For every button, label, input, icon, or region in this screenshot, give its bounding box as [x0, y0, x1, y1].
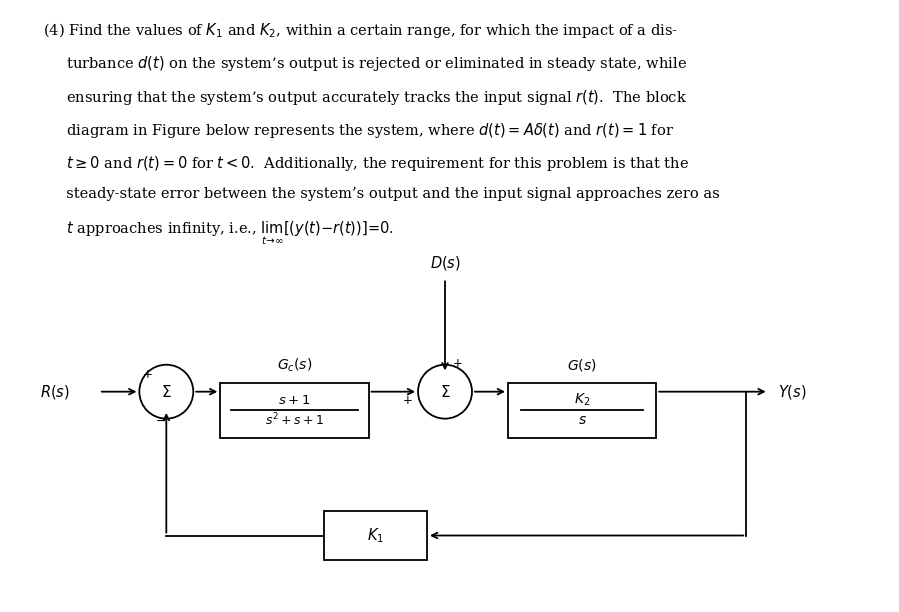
Text: $+$: $+$ — [451, 357, 462, 370]
Text: $s^2+s+1$: $s^2+s+1$ — [265, 412, 324, 429]
Text: $K_1$: $K_1$ — [367, 526, 384, 545]
Bar — [220, 382, 369, 438]
Text: $Y(s)$: $Y(s)$ — [778, 382, 806, 401]
Text: $+$: $+$ — [402, 394, 413, 408]
Text: $G(s)$: $G(s)$ — [567, 357, 597, 373]
Text: (4) Find the values of $K_1$ and $K_2$, within a certain range, for which the im: (4) Find the values of $K_1$ and $K_2$, … — [43, 21, 678, 40]
Text: $D(s)$: $D(s)$ — [430, 254, 460, 272]
Text: steady-state error between the system’s output and the input signal approaches z: steady-state error between the system’s … — [43, 187, 720, 201]
Text: $t$ approaches infinity, i.e., $\lim_{t\to\infty}[(y(t) - r(t))] = 0$.: $t$ approaches infinity, i.e., $\lim_{t\… — [43, 220, 394, 247]
Text: $s$: $s$ — [578, 413, 586, 427]
Text: $-$: $-$ — [156, 414, 166, 427]
Bar — [324, 511, 427, 560]
Text: $\Sigma$: $\Sigma$ — [440, 384, 450, 400]
Text: diagram in Figure below represents the system, where $d(t) = A\delta(t)$ and $r(: diagram in Figure below represents the s… — [43, 121, 674, 140]
Text: $+$: $+$ — [142, 368, 153, 381]
Text: ensuring that the system’s output accurately tracks the input signal $r(t)$.  Th: ensuring that the system’s output accura… — [43, 88, 687, 106]
Text: $t \geq 0$ and $r(t) = 0$ for $t < 0$.  Additionally, the requirement for this p: $t \geq 0$ and $r(t) = 0$ for $t < 0$. A… — [43, 154, 690, 173]
Text: $G_c(s)$: $G_c(s)$ — [277, 357, 312, 374]
Text: $\Sigma$: $\Sigma$ — [161, 384, 172, 400]
Text: $s+1$: $s+1$ — [278, 394, 311, 407]
Text: $K_2$: $K_2$ — [574, 392, 591, 408]
Bar — [508, 382, 656, 438]
Text: $R(s)$: $R(s)$ — [40, 382, 70, 401]
Text: turbance $d(t)$ on the system’s output is rejected or eliminated in steady state: turbance $d(t)$ on the system’s output i… — [43, 54, 687, 73]
